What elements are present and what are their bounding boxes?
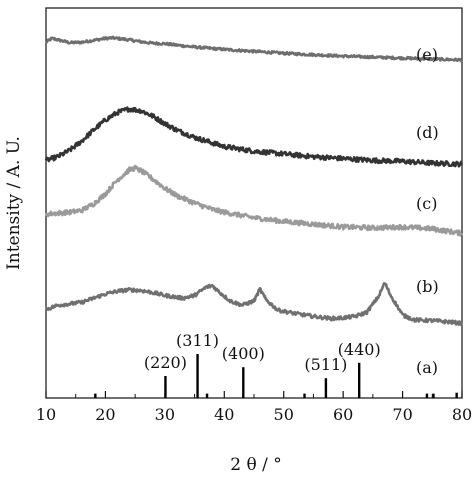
x-tick-label: 10 bbox=[36, 405, 56, 424]
hkl-label: (511) bbox=[304, 355, 347, 374]
hkl-label: (311) bbox=[176, 331, 219, 350]
series-line bbox=[44, 164, 463, 237]
series-line bbox=[45, 35, 463, 63]
series-label: (c) bbox=[416, 194, 437, 213]
hkl-label: (400) bbox=[222, 344, 265, 363]
x-axis-ticks: 10 20 30 40 50 60 70 80 bbox=[36, 391, 472, 424]
series-line bbox=[44, 106, 463, 168]
x-axis-label: 2 θ / ° bbox=[230, 455, 282, 475]
x-tick-label: 40 bbox=[214, 405, 234, 424]
x-tick-label: 30 bbox=[155, 405, 175, 424]
x-tick-label: 80 bbox=[452, 405, 472, 424]
series-label: (b) bbox=[416, 277, 439, 296]
series-labels: (e) (d) (c) (b) (a) (220) (311)(400) (511)(440) bbox=[144, 45, 439, 377]
series-label: (e) bbox=[416, 45, 438, 64]
x-tick-label: 50 bbox=[274, 405, 294, 424]
series-line bbox=[44, 282, 464, 326]
series-label: (d) bbox=[416, 123, 439, 142]
x-tick-label: 70 bbox=[392, 405, 412, 424]
x-tick-label: 60 bbox=[333, 405, 353, 424]
plot-frame bbox=[45, 7, 463, 399]
hkl-label: (440) bbox=[338, 340, 381, 359]
x-tick-label: 20 bbox=[95, 405, 115, 424]
series-label-a: (a) bbox=[416, 358, 438, 377]
series-lines bbox=[44, 35, 464, 326]
hkl-label: (220) bbox=[144, 353, 187, 372]
y-axis-label: Intensity / A. U. bbox=[4, 136, 24, 270]
